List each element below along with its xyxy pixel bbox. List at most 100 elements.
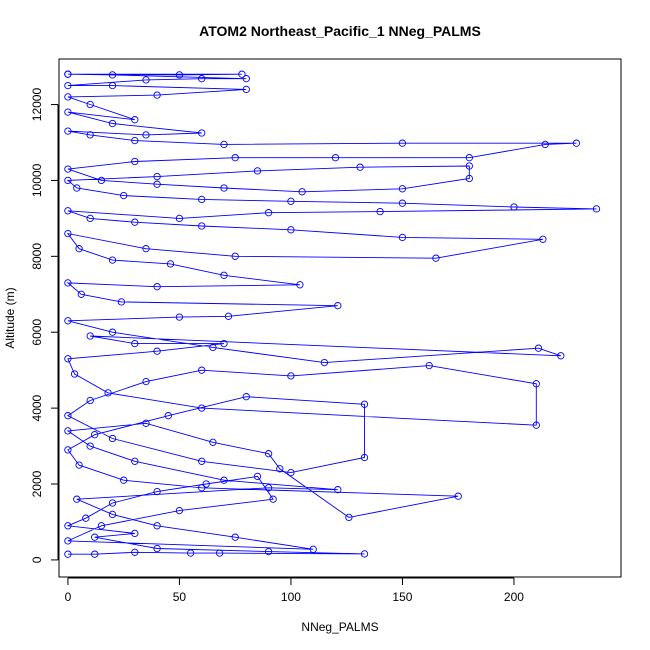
data-point bbox=[287, 197, 295, 205]
x-tick-label: 200 bbox=[504, 590, 524, 604]
data-point bbox=[209, 343, 217, 352]
data-point bbox=[97, 176, 106, 185]
data-point bbox=[398, 185, 407, 193]
y-tick-label: 2000 bbox=[30, 470, 44, 497]
data-point bbox=[104, 389, 112, 397]
y-axis-label: Altitude (m) bbox=[3, 287, 17, 348]
data-point bbox=[64, 317, 72, 325]
data-point bbox=[432, 254, 440, 262]
data-point bbox=[75, 245, 83, 253]
data-point bbox=[153, 180, 161, 188]
data-point bbox=[465, 154, 473, 162]
data-point bbox=[153, 522, 161, 530]
data-point bbox=[82, 514, 90, 522]
data-point bbox=[238, 70, 246, 78]
data-point bbox=[120, 191, 128, 200]
data-point bbox=[64, 550, 72, 558]
data-point bbox=[298, 188, 306, 196]
data-point bbox=[64, 81, 72, 90]
data-point bbox=[253, 472, 262, 481]
x-tick-label: 0 bbox=[65, 590, 72, 604]
data-point bbox=[175, 506, 184, 515]
data-point bbox=[465, 162, 473, 170]
data-point bbox=[198, 457, 206, 465]
data-point bbox=[276, 465, 284, 473]
data-point bbox=[269, 495, 277, 503]
data-point bbox=[73, 495, 81, 503]
data-point bbox=[142, 419, 150, 427]
data-point bbox=[356, 163, 364, 171]
data-point bbox=[70, 370, 79, 378]
y-tick-label: 0 bbox=[30, 556, 44, 563]
plot-area bbox=[64, 70, 601, 558]
x-axis: 0 50 100 150 200 bbox=[65, 577, 524, 604]
data-point bbox=[287, 372, 295, 380]
data-point bbox=[231, 533, 239, 541]
data-point bbox=[131, 157, 139, 166]
data-point bbox=[209, 438, 217, 446]
data-point bbox=[198, 75, 206, 83]
data-point bbox=[264, 209, 273, 217]
data-point bbox=[331, 154, 340, 162]
data-point bbox=[242, 75, 250, 83]
data-point bbox=[231, 154, 239, 162]
data-point bbox=[220, 476, 228, 484]
data-point bbox=[224, 312, 233, 320]
data-point bbox=[264, 484, 273, 492]
data-point bbox=[64, 355, 72, 363]
data-point bbox=[91, 431, 99, 439]
data-point bbox=[142, 76, 150, 84]
data-point bbox=[97, 522, 106, 530]
data-point bbox=[398, 233, 407, 242]
data-point bbox=[398, 139, 407, 147]
y-tick-label: 12000 bbox=[30, 88, 44, 122]
data-point bbox=[153, 91, 161, 99]
data-point bbox=[376, 207, 384, 216]
data-point bbox=[131, 457, 139, 465]
data-point bbox=[198, 366, 206, 374]
plot-frame bbox=[58, 58, 622, 578]
data-point bbox=[64, 412, 72, 420]
data-point bbox=[198, 222, 206, 230]
data-point bbox=[198, 484, 206, 492]
data-point bbox=[64, 427, 72, 435]
data-point bbox=[264, 450, 273, 458]
data-point bbox=[215, 549, 224, 557]
data-point bbox=[75, 461, 83, 469]
x-tick-label: 150 bbox=[392, 590, 412, 604]
data-point bbox=[131, 136, 139, 145]
data-point bbox=[64, 537, 72, 545]
data-point bbox=[131, 218, 139, 226]
x-tick-label: 100 bbox=[281, 590, 301, 604]
data-point bbox=[334, 302, 342, 310]
data-point bbox=[117, 298, 126, 306]
data-point bbox=[142, 377, 150, 386]
data-point bbox=[64, 127, 72, 135]
data-point bbox=[64, 70, 72, 78]
data-point bbox=[220, 271, 228, 279]
data-point bbox=[242, 85, 250, 94]
data-point bbox=[108, 81, 117, 90]
data-point bbox=[73, 184, 81, 192]
data-point bbox=[264, 547, 273, 556]
data-point bbox=[64, 165, 72, 173]
data-point bbox=[425, 361, 433, 370]
data-point bbox=[131, 529, 139, 538]
data-point bbox=[64, 93, 72, 101]
data-point bbox=[164, 412, 172, 420]
data-point bbox=[220, 140, 228, 149]
data-point bbox=[142, 245, 150, 253]
data-point bbox=[541, 140, 549, 149]
data-point bbox=[153, 487, 161, 496]
x-axis-label: NNeg_PALMS bbox=[301, 620, 378, 634]
data-point bbox=[64, 522, 72, 530]
data-point bbox=[86, 100, 94, 109]
data-point bbox=[454, 492, 462, 500]
data-point bbox=[175, 71, 184, 79]
data-point bbox=[86, 214, 94, 223]
data-point bbox=[131, 339, 139, 348]
data-point bbox=[108, 499, 117, 507]
data-point bbox=[91, 533, 99, 541]
data-point bbox=[175, 313, 184, 321]
